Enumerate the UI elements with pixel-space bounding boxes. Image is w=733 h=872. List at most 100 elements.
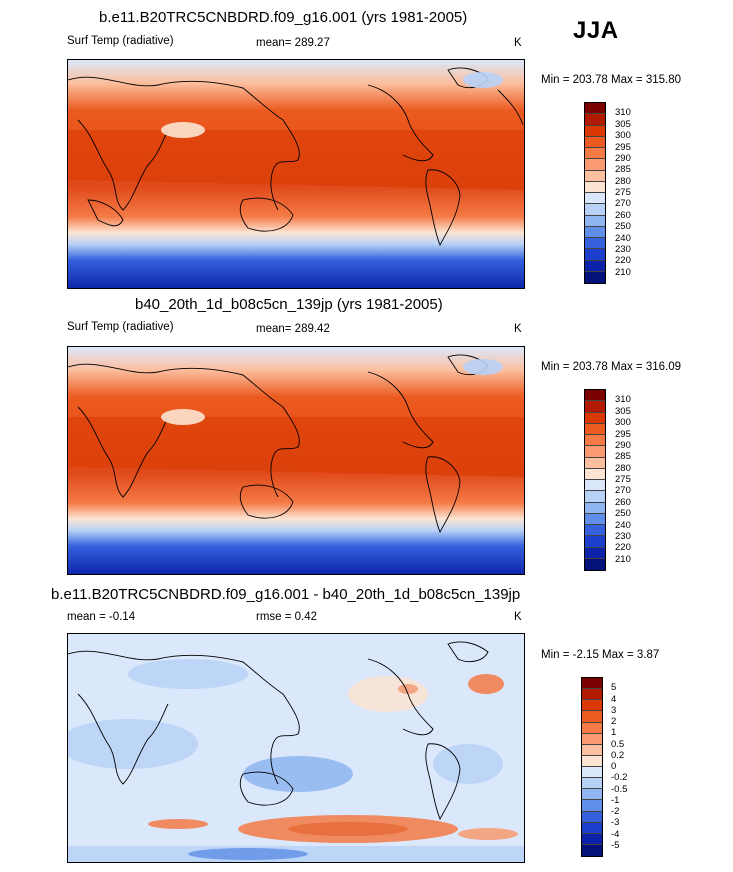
colorbar-tick-label: -4 xyxy=(611,828,620,840)
colorbar-swatch xyxy=(585,159,605,171)
colorbar-swatch xyxy=(582,755,602,767)
colorbar-tick-label: -2 xyxy=(611,806,620,817)
colorbar-tick-label: 310 xyxy=(615,394,631,406)
colorbar-tick-label: 240 xyxy=(615,232,631,244)
colorbar-tick-label: 210 xyxy=(615,266,631,278)
colorbar-tick-label: 270 xyxy=(615,198,631,210)
colorbar-swatch xyxy=(585,390,605,402)
panel-1-coastlines xyxy=(68,67,524,247)
panel-1-colorbar xyxy=(584,102,606,284)
colorbar-tick-label: -0.2 xyxy=(611,772,628,784)
colorbar-tick-label: 300 xyxy=(615,417,631,429)
panel-2-variable-label: Surf Temp (radiative) xyxy=(67,321,174,333)
colorbar-tick-label: 300 xyxy=(615,130,631,142)
colorbar-swatch xyxy=(585,260,605,272)
colorbar-swatch xyxy=(585,525,605,537)
panel-3-title: b.e11.B20TRC5CNBDRD.f09_g16.001 - b40_20… xyxy=(51,586,521,603)
colorbar-swatch xyxy=(585,435,605,447)
colorbar-swatch xyxy=(585,457,605,469)
colorbar-tick-label: 275 xyxy=(615,187,631,198)
colorbar-tick-label: 220 xyxy=(615,255,631,267)
colorbar-swatch xyxy=(582,711,602,723)
colorbar-tick-label: -5 xyxy=(611,839,620,851)
colorbar-swatch xyxy=(585,249,605,261)
colorbar-swatch xyxy=(585,412,605,424)
colorbar-tick-label: -0.5 xyxy=(611,783,628,795)
colorbar-swatch xyxy=(585,238,605,250)
colorbar-tick-label: 1 xyxy=(611,727,617,739)
panel-2-map xyxy=(67,346,525,575)
colorbar-swatch xyxy=(582,822,602,834)
colorbar-swatch xyxy=(585,480,605,492)
colorbar-swatch xyxy=(582,700,602,712)
colorbar-tick-label: 250 xyxy=(615,508,631,520)
colorbar-tick-label: 230 xyxy=(615,530,631,542)
colorbar-swatch xyxy=(585,513,605,525)
colorbar-swatch xyxy=(585,271,605,283)
panel-1-map xyxy=(67,59,525,289)
colorbar-swatch xyxy=(582,778,602,790)
colorbar-tick-label: 220 xyxy=(615,542,631,554)
colorbar-tick-label: 285 xyxy=(615,164,631,176)
panel-2-minmax: Min = 203.78 Max = 316.09 xyxy=(541,361,682,373)
colorbar-swatch xyxy=(585,491,605,503)
colorbar-swatch xyxy=(585,536,605,548)
season-label: JJA xyxy=(573,17,619,44)
panel-3-map-svg xyxy=(68,634,524,862)
panel-3-colorbar xyxy=(581,677,603,857)
colorbar-tick-label: 3 xyxy=(611,704,617,716)
panel-2-map-svg xyxy=(68,347,524,574)
panel-1-minmax: Min = 203.78 Max = 315.80 xyxy=(541,74,682,86)
colorbar-tick-label: 270 xyxy=(615,485,631,497)
panel-2-title: b40_20th_1d_b08c5cn_139jp (yrs 1981-2005… xyxy=(135,296,443,313)
colorbar-tick-label: 305 xyxy=(615,405,631,417)
colorbar-swatch xyxy=(585,558,605,570)
colorbar-swatch xyxy=(585,226,605,238)
colorbar-swatch xyxy=(585,193,605,205)
colorbar-swatch xyxy=(582,733,602,745)
colorbar-tick-label: 210 xyxy=(615,553,631,565)
colorbar-tick-label: 295 xyxy=(615,428,631,440)
colorbar-swatch xyxy=(582,789,602,801)
panel-1-map-svg xyxy=(68,60,524,288)
colorbar-swatch xyxy=(585,103,605,115)
colorbar-tick-label: 0.5 xyxy=(611,738,625,750)
colorbar-tick-label: 5 xyxy=(611,682,617,694)
colorbar-swatch xyxy=(585,181,605,193)
colorbar-swatch xyxy=(585,446,605,458)
panel-1-variable-label: Surf Temp (radiative) xyxy=(67,35,174,47)
colorbar-tick-label: 250 xyxy=(615,221,631,233)
colorbar-swatch xyxy=(585,114,605,126)
colorbar-tick-label: 275 xyxy=(615,474,631,485)
colorbar-swatch xyxy=(585,423,605,435)
colorbar-tick-label: 4 xyxy=(611,693,617,705)
panel-3-rmse-label: rmse = 0.42 xyxy=(256,611,318,623)
colorbar-swatch xyxy=(582,844,602,856)
colorbar-tick-label: 305 xyxy=(615,118,631,130)
colorbar-tick-label: 2 xyxy=(611,716,617,727)
colorbar-swatch xyxy=(582,800,602,812)
panel-3-minmax: Min = -2.15 Max = 3.87 xyxy=(541,649,660,661)
panel-3-mean-label: mean = -0.14 xyxy=(67,611,136,623)
colorbar-tick-label: 295 xyxy=(615,141,631,153)
panel-2-units: K xyxy=(514,323,522,335)
colorbar-swatch xyxy=(582,767,602,779)
colorbar-swatch xyxy=(585,125,605,137)
colorbar-tick-label: 0 xyxy=(611,761,617,772)
colorbar-tick-label: 260 xyxy=(615,496,631,508)
colorbar-swatch xyxy=(585,502,605,514)
colorbar-tick-label: -1 xyxy=(611,794,620,806)
colorbar-tick-label: -3 xyxy=(611,817,620,829)
colorbar-swatch xyxy=(585,204,605,216)
panel-3-coastlines xyxy=(68,641,489,821)
colorbar-swatch xyxy=(585,401,605,413)
panel-2-colorbar xyxy=(584,389,606,571)
colorbar-tick-label: 310 xyxy=(615,107,631,119)
panel-1-mean-label: mean= 289.27 xyxy=(256,37,330,49)
colorbar-tick-label: 280 xyxy=(615,462,631,474)
colorbar-tick-label: 260 xyxy=(615,209,631,221)
colorbar-swatch xyxy=(582,833,602,845)
panel-1-units: K xyxy=(514,37,522,49)
panel-2-coastlines xyxy=(68,354,489,534)
colorbar-swatch xyxy=(585,148,605,160)
